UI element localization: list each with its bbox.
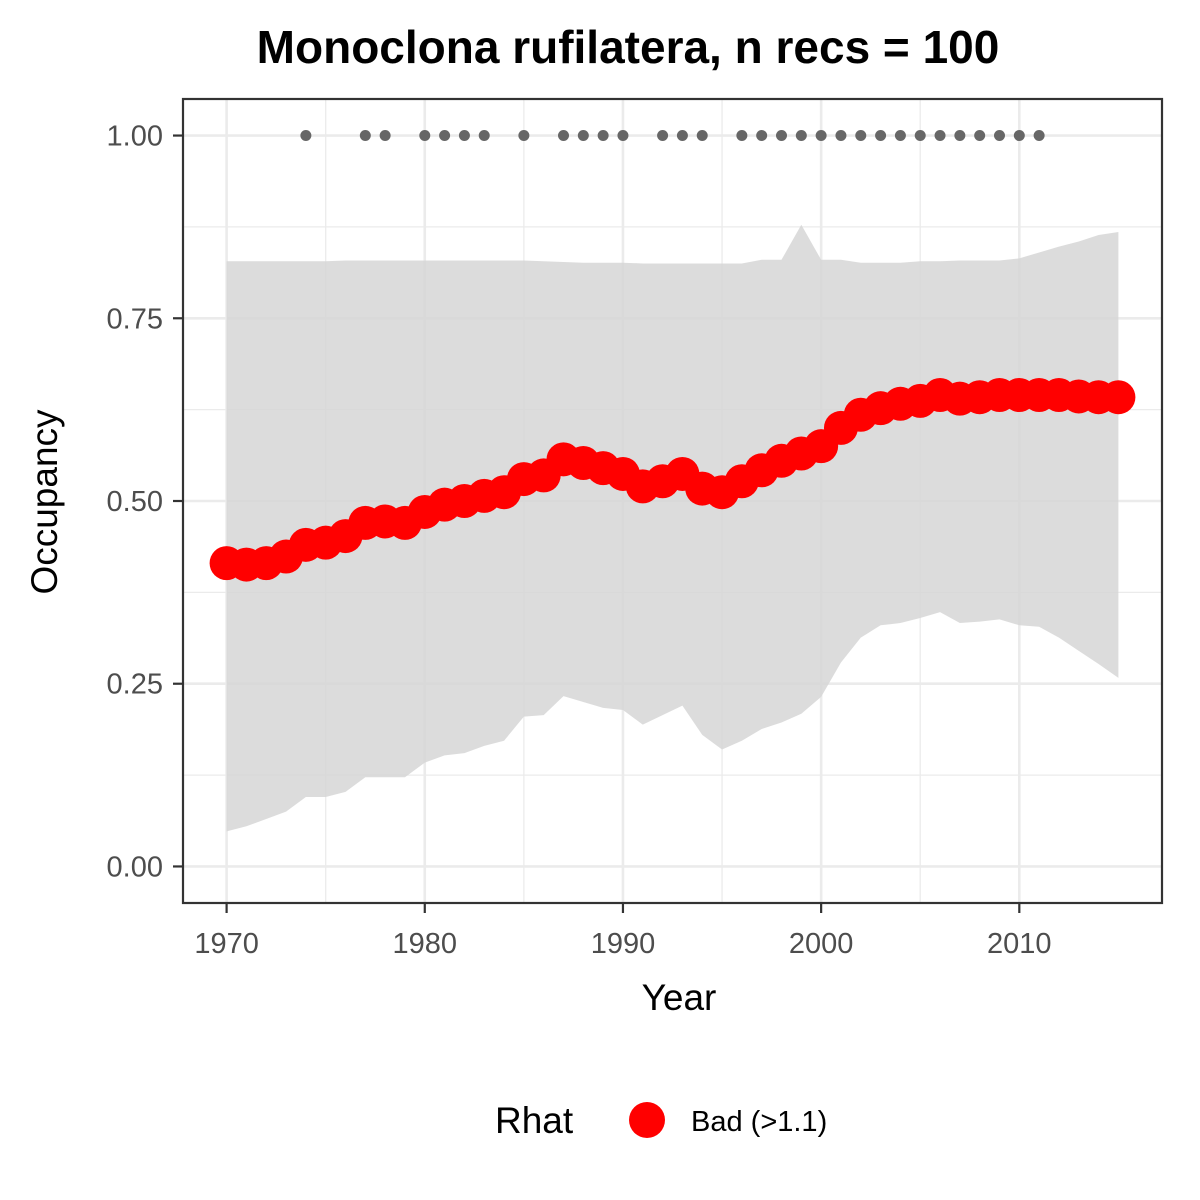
record-dot <box>1013 130 1025 142</box>
credible-interval-ribbon <box>226 224 1119 832</box>
record-dot <box>934 130 946 142</box>
record-dot <box>795 130 807 142</box>
record-dot <box>815 130 827 142</box>
record-dot <box>835 130 847 142</box>
record-dot <box>775 130 787 142</box>
record-dot <box>914 130 926 142</box>
record-dot <box>439 130 451 142</box>
record-dot <box>736 130 748 142</box>
record-dot <box>954 130 966 142</box>
record-dot <box>419 130 431 142</box>
record-dot <box>1033 130 1045 142</box>
record-dot <box>597 130 609 142</box>
record-dot <box>458 130 470 142</box>
plot-panel <box>181 97 1164 905</box>
record-dot <box>855 130 867 142</box>
record-dot <box>974 130 986 142</box>
x-tick-label: 2000 <box>789 928 854 960</box>
y-axis: 0.00 0.25 0.50 0.75 1.00 <box>107 121 183 883</box>
record-dot <box>359 130 371 142</box>
y-tick-label: 0.50 <box>107 486 163 518</box>
y-axis-title: Occupancy <box>24 409 65 595</box>
record-dot <box>478 130 490 142</box>
x-axis: 1970 1980 1990 2000 2010 <box>194 903 1052 960</box>
record-dot <box>617 130 629 142</box>
record-dot <box>379 130 391 142</box>
record-dot <box>657 130 669 142</box>
record-dot <box>676 130 688 142</box>
legend-key-bad-rhat <box>629 1102 665 1138</box>
occupancy-points-layer <box>209 378 1136 582</box>
record-dot <box>696 130 708 142</box>
y-tick-label: 0.00 <box>107 851 163 883</box>
x-tick-label: 2010 <box>987 928 1052 960</box>
record-dot <box>756 130 768 142</box>
record-dot <box>558 130 570 142</box>
record-dot <box>894 130 906 142</box>
y-tick-label: 0.75 <box>107 303 163 335</box>
legend-title: Rhat <box>495 1100 574 1141</box>
x-tick-label: 1970 <box>194 928 259 960</box>
chart-title: Monoclona rufilatera, n recs = 100 <box>257 21 1000 73</box>
x-axis-title: Year <box>642 977 717 1018</box>
record-dots-layer <box>300 130 1045 142</box>
x-tick-label: 1980 <box>393 928 458 960</box>
credible-interval-ribbon-layer <box>226 224 1119 832</box>
legend: Rhat Bad (>1.1) <box>495 1100 827 1141</box>
record-dot <box>577 130 589 142</box>
record-dot <box>518 130 530 142</box>
record-dot <box>875 130 887 142</box>
record-dot <box>993 130 1005 142</box>
y-tick-label: 1.00 <box>107 121 163 153</box>
occupancy-point <box>1101 380 1136 415</box>
legend-label-bad-rhat: Bad (>1.1) <box>691 1106 827 1138</box>
x-tick-label: 1990 <box>591 928 656 960</box>
record-dot <box>300 130 312 142</box>
y-tick-label: 0.25 <box>107 669 163 701</box>
